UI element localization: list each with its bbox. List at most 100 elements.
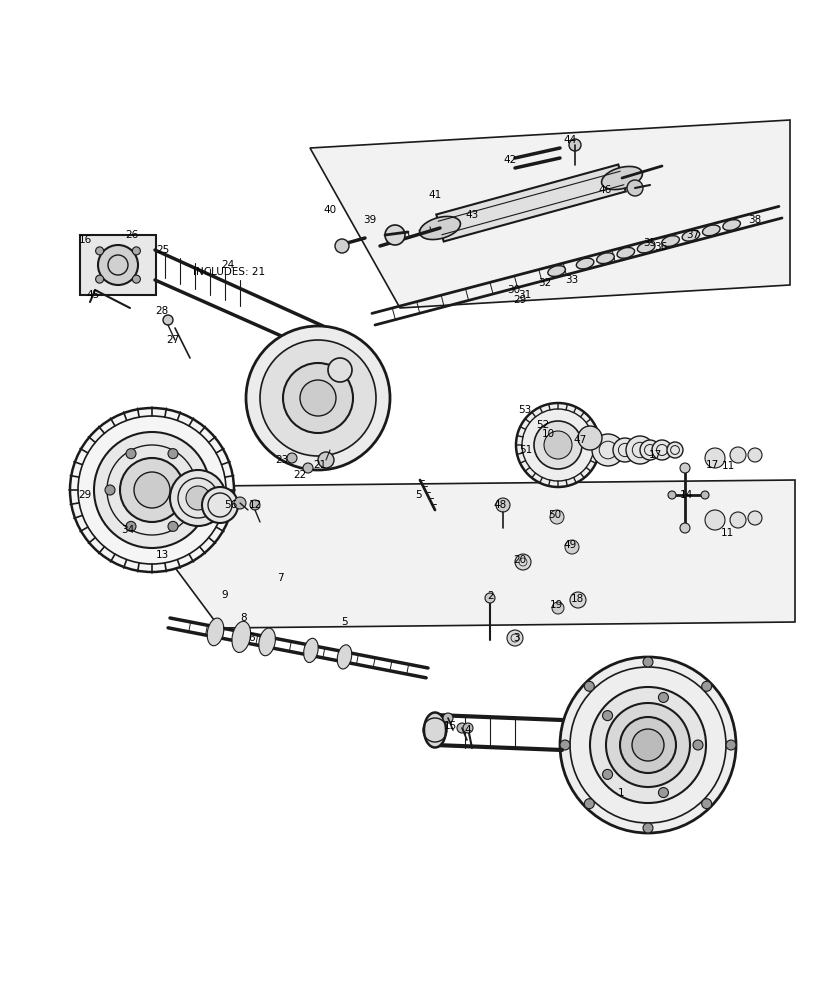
Circle shape <box>463 723 473 733</box>
Text: 44: 44 <box>563 135 577 145</box>
Text: 33: 33 <box>565 275 579 285</box>
Circle shape <box>584 681 594 691</box>
Circle shape <box>303 463 313 473</box>
Text: 56: 56 <box>224 500 237 510</box>
Text: 32: 32 <box>539 278 552 288</box>
Circle shape <box>283 363 353 433</box>
Circle shape <box>516 403 600 487</box>
Circle shape <box>385 225 405 245</box>
Circle shape <box>163 315 173 325</box>
Text: 27: 27 <box>166 335 180 345</box>
Text: 18: 18 <box>570 594 583 604</box>
Text: 46: 46 <box>598 185 612 195</box>
Text: 40: 40 <box>323 205 336 215</box>
Text: 49: 49 <box>563 540 577 550</box>
Ellipse shape <box>617 248 635 258</box>
Circle shape <box>702 681 712 691</box>
Circle shape <box>234 497 246 509</box>
Circle shape <box>186 486 210 510</box>
Circle shape <box>680 463 690 473</box>
Text: 17: 17 <box>649 450 662 460</box>
Text: 35: 35 <box>643 238 657 248</box>
Ellipse shape <box>596 253 614 264</box>
Circle shape <box>626 436 654 464</box>
Text: 37: 37 <box>686 230 699 240</box>
Circle shape <box>300 380 336 416</box>
Ellipse shape <box>682 230 700 241</box>
Circle shape <box>748 511 762 525</box>
Ellipse shape <box>662 236 680 246</box>
Circle shape <box>702 799 712 809</box>
Ellipse shape <box>304 638 318 663</box>
Circle shape <box>602 711 613 721</box>
Circle shape <box>168 521 178 531</box>
Circle shape <box>246 326 390 470</box>
Ellipse shape <box>548 266 565 276</box>
Circle shape <box>748 448 762 462</box>
Circle shape <box>643 657 653 667</box>
Text: 5: 5 <box>341 617 348 627</box>
Ellipse shape <box>424 712 446 748</box>
Ellipse shape <box>703 225 720 236</box>
Circle shape <box>552 602 564 614</box>
Text: 7: 7 <box>277 573 283 583</box>
Text: 25: 25 <box>157 245 170 255</box>
Polygon shape <box>310 120 790 308</box>
Circle shape <box>726 740 736 750</box>
Text: 14: 14 <box>680 490 693 500</box>
Text: 23: 23 <box>275 455 289 465</box>
Ellipse shape <box>207 618 224 646</box>
Ellipse shape <box>259 628 275 656</box>
Circle shape <box>328 358 352 382</box>
Circle shape <box>335 239 349 253</box>
Text: 26: 26 <box>126 230 139 240</box>
Circle shape <box>680 523 690 533</box>
Ellipse shape <box>337 645 352 669</box>
Circle shape <box>560 657 736 833</box>
Text: 20: 20 <box>513 555 526 565</box>
Circle shape <box>550 510 564 524</box>
Circle shape <box>730 447 746 463</box>
Text: 45: 45 <box>86 290 100 300</box>
Circle shape <box>443 713 453 723</box>
Polygon shape <box>115 480 795 628</box>
Circle shape <box>202 487 238 523</box>
Circle shape <box>640 440 660 460</box>
Text: 48: 48 <box>494 500 507 510</box>
Text: 29: 29 <box>513 295 526 305</box>
Circle shape <box>606 703 690 787</box>
Circle shape <box>126 449 136 459</box>
Circle shape <box>250 500 260 510</box>
Text: 31: 31 <box>518 290 532 300</box>
Circle shape <box>602 769 613 779</box>
Text: 11: 11 <box>721 461 734 471</box>
Circle shape <box>620 717 676 773</box>
Text: 47: 47 <box>574 435 587 445</box>
Text: 43: 43 <box>465 210 479 220</box>
Text: 41: 41 <box>428 190 441 200</box>
Text: 30: 30 <box>508 285 521 295</box>
Circle shape <box>705 448 725 468</box>
Circle shape <box>668 491 676 499</box>
Text: 50: 50 <box>548 510 561 520</box>
Circle shape <box>485 593 495 603</box>
Text: 39: 39 <box>363 215 377 225</box>
Circle shape <box>560 740 570 750</box>
Text: 12: 12 <box>248 500 262 510</box>
Text: 10: 10 <box>542 429 555 439</box>
Circle shape <box>592 434 624 466</box>
Circle shape <box>95 275 104 283</box>
Circle shape <box>590 687 706 803</box>
Circle shape <box>126 521 136 531</box>
Circle shape <box>652 440 672 460</box>
Circle shape <box>260 340 376 456</box>
Text: 51: 51 <box>519 445 533 455</box>
Circle shape <box>95 247 104 255</box>
Circle shape <box>70 408 234 572</box>
Text: 24: 24 <box>221 260 235 270</box>
Circle shape <box>730 512 746 528</box>
Polygon shape <box>437 165 626 241</box>
Text: 6: 6 <box>249 633 255 643</box>
Circle shape <box>534 421 582 469</box>
Text: 1: 1 <box>618 788 624 798</box>
